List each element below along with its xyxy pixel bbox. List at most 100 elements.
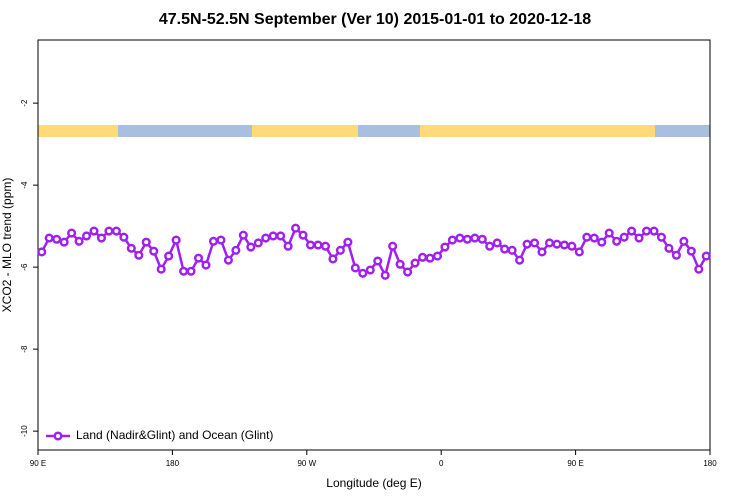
land-ocean-strip — [38, 125, 710, 137]
x-tick-label: 0 — [439, 459, 444, 468]
point — [149, 246, 159, 256]
point — [440, 242, 450, 252]
point — [544, 238, 555, 248]
point — [320, 241, 331, 251]
point — [37, 247, 47, 257]
point — [186, 266, 196, 276]
point — [261, 233, 271, 243]
point — [328, 254, 338, 264]
point — [216, 235, 226, 245]
point — [522, 239, 532, 249]
point — [335, 245, 345, 255]
legend-label: Land (Nadir&Glint) and Ocean (Glint) — [76, 428, 273, 442]
point — [81, 231, 92, 241]
point — [59, 237, 69, 247]
point — [462, 234, 472, 244]
point — [447, 235, 457, 245]
point — [559, 240, 569, 250]
point — [641, 226, 652, 236]
point — [276, 231, 286, 241]
point — [268, 231, 278, 241]
point — [656, 232, 667, 242]
point — [111, 226, 121, 236]
point — [358, 268, 368, 278]
point — [485, 241, 495, 251]
point — [515, 255, 525, 265]
point — [432, 251, 443, 261]
point — [492, 238, 502, 248]
point — [298, 230, 308, 240]
ocean-band — [358, 125, 420, 137]
y-tick-label: -2 — [20, 99, 29, 107]
point — [619, 232, 629, 242]
point — [679, 236, 689, 246]
point — [52, 234, 62, 244]
point — [74, 236, 84, 246]
point — [208, 236, 219, 246]
point — [96, 233, 107, 243]
point — [119, 232, 129, 242]
point — [373, 256, 383, 266]
point — [380, 270, 390, 280]
point — [44, 233, 54, 243]
point — [365, 265, 375, 275]
point — [156, 264, 166, 274]
point — [627, 226, 637, 236]
point — [701, 251, 711, 261]
point — [141, 237, 151, 247]
land-band — [252, 125, 358, 137]
ocean-band — [655, 125, 710, 137]
chart-title: 47.5N-52.5N September (Ver 10) 2015-01-0… — [159, 11, 591, 28]
point — [164, 251, 174, 261]
point — [134, 250, 144, 260]
plot-frame — [37, 39, 711, 451]
point — [455, 233, 465, 243]
point — [604, 228, 614, 238]
x-axis-label: Longitude (deg E) — [326, 476, 421, 490]
point — [223, 255, 233, 265]
point — [343, 237, 353, 247]
point — [500, 244, 510, 254]
ocean-band — [118, 125, 252, 137]
point — [470, 233, 480, 243]
point — [597, 237, 607, 247]
point — [417, 252, 428, 262]
point — [67, 228, 77, 238]
point — [537, 247, 547, 257]
x-tick-label: 90 E — [30, 459, 46, 468]
point — [589, 233, 599, 243]
point — [231, 245, 241, 255]
point — [283, 241, 293, 251]
point — [395, 259, 405, 269]
y-axis-label: XCO2 - MLO trend (ppm) — [0, 178, 14, 313]
point — [671, 250, 681, 260]
point — [313, 240, 323, 250]
land-band — [38, 125, 118, 137]
point — [410, 258, 420, 268]
point — [507, 245, 517, 255]
y-tick-label: -4 — [20, 181, 29, 189]
y-tick-label: -10 — [20, 425, 29, 437]
point — [126, 243, 136, 253]
point — [634, 233, 644, 243]
y-tick-label: -6 — [20, 263, 29, 271]
point — [567, 241, 577, 251]
point — [582, 232, 592, 242]
point — [253, 238, 263, 248]
point — [425, 253, 435, 263]
point — [694, 264, 704, 274]
point — [649, 226, 659, 236]
point — [193, 253, 204, 263]
point — [403, 267, 413, 277]
point — [171, 235, 181, 245]
point — [179, 266, 189, 276]
point — [291, 223, 301, 233]
x-tick-label: 90 E — [567, 459, 583, 468]
point — [388, 241, 398, 251]
x-tick-label: 90 W — [297, 459, 316, 468]
point — [612, 236, 622, 246]
point — [664, 243, 674, 253]
y-tick-label: -8 — [20, 345, 29, 353]
point — [246, 242, 256, 252]
